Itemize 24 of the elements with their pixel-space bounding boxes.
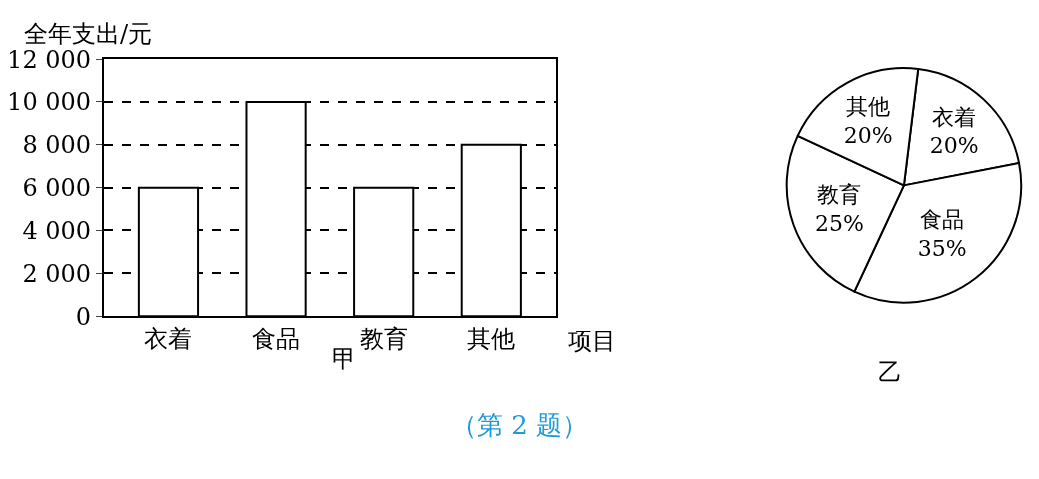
slice-label: 衣着: [932, 104, 977, 130]
data-label: 35%: [917, 236, 967, 262]
data-label: 20%: [843, 122, 893, 148]
slice-label: 教育: [817, 182, 862, 208]
y-tick-label: 4 000: [22, 216, 92, 245]
slice-label: 其他: [846, 93, 891, 119]
data-label: 20%: [929, 133, 979, 159]
y-tick-label: 10 000: [7, 88, 92, 117]
y-tick-label: 2 000: [22, 259, 92, 288]
x-tick-label: 教育: [359, 324, 408, 353]
y-tick-label: 6 000: [22, 174, 92, 203]
y-axis-title: 全年支出/元: [24, 20, 153, 48]
x-axis-title: 项目: [568, 327, 616, 355]
x-tick-label: 衣着: [144, 324, 193, 353]
y-tick-label: 8 000: [22, 131, 92, 160]
data-label: 25%: [814, 210, 864, 236]
x-tick-label: 其他: [467, 324, 516, 353]
text: 乙: [878, 358, 902, 386]
x-tick-label: 食品: [252, 324, 301, 353]
text: （第 2 题）: [451, 410, 589, 440]
text: 甲: [332, 345, 356, 373]
slice-label: 食品: [920, 207, 965, 233]
y-tick-label: 0: [75, 302, 92, 331]
y-tick-label: 12 000: [7, 45, 92, 74]
